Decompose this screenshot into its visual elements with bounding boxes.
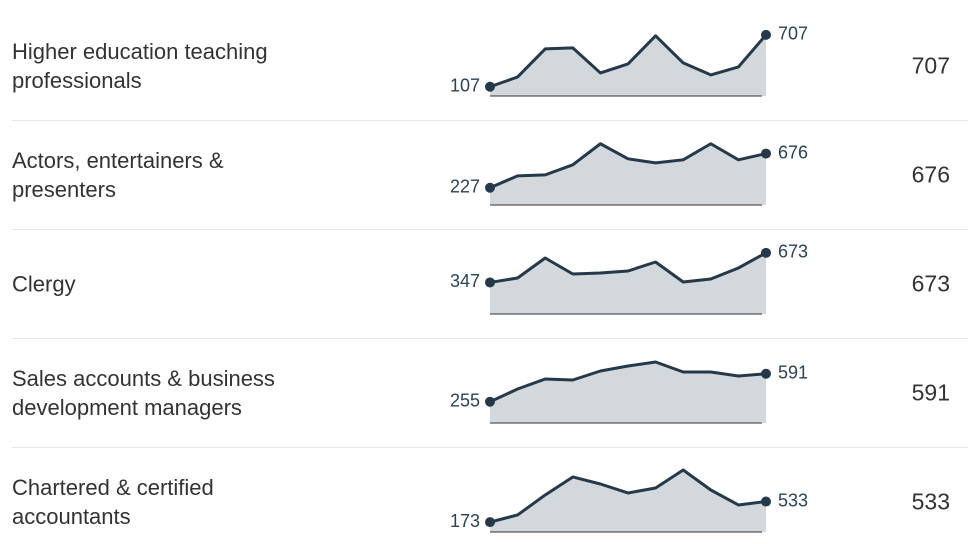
end-label: 707 — [778, 24, 808, 44]
end-label: 591 — [778, 363, 808, 383]
end-point — [485, 81, 495, 92]
end-point — [485, 277, 495, 288]
end-point — [761, 148, 771, 159]
sparkline: 227 676 — [450, 142, 808, 206]
row: Chartered & certified accountants 533 173 5… — [0, 436, 974, 544]
sparkline-area — [490, 252, 766, 314]
end-label: 533 — [778, 490, 808, 510]
sparkline-area — [490, 143, 766, 205]
sparkline-line — [489, 360, 767, 404]
separator — [12, 229, 968, 230]
row: Actors, entertainers & presenters 676 227 6… — [0, 109, 974, 230]
row-total: 676 — [911, 161, 950, 188]
row-label: Chartered & certified accountants — [12, 475, 214, 529]
end-label: 673 — [778, 242, 808, 262]
end-label: 173 — [450, 511, 480, 531]
end-point — [485, 517, 495, 528]
end-point — [761, 496, 771, 507]
sparkline: 173 533 — [450, 468, 808, 533]
row: Higher education teaching professionals 7… — [0, 0, 974, 121]
sparkline: 255 591 — [450, 360, 808, 424]
row-label: Clergy — [12, 271, 76, 297]
sparkline: 347 673 — [450, 242, 808, 315]
sparkline-line — [489, 142, 767, 190]
end-point — [761, 247, 771, 258]
row-label: Actors, entertainers & presenters — [12, 148, 224, 202]
row-total: 591 — [911, 379, 950, 406]
end-label: 255 — [450, 391, 480, 411]
separator — [12, 447, 968, 448]
separator — [12, 120, 968, 121]
end-label: 347 — [450, 271, 480, 291]
end-point — [485, 396, 495, 407]
sparkline: 107 707 — [450, 24, 808, 97]
end-label: 107 — [450, 76, 480, 96]
sparkline-line — [489, 33, 768, 89]
end-label: 676 — [778, 142, 808, 162]
row: Sales accounts & business development ma… — [0, 327, 974, 448]
sparkline-area — [490, 470, 766, 532]
row: Clergy 673 347 673 — [0, 218, 974, 339]
separator — [12, 338, 968, 339]
row-total: 707 — [911, 52, 950, 79]
row-total: 673 — [911, 270, 950, 297]
end-label: 227 — [450, 176, 480, 196]
sparkline-line — [489, 468, 767, 524]
row-total: 533 — [911, 488, 950, 515]
sparkline-line — [489, 251, 767, 284]
end-point — [485, 182, 495, 193]
end-point — [761, 368, 771, 379]
end-point — [761, 29, 771, 40]
sparkline-area — [490, 362, 766, 423]
row-label: Sales accounts & business development ma… — [12, 366, 275, 420]
row-label: Higher education teaching professionals — [12, 39, 268, 93]
